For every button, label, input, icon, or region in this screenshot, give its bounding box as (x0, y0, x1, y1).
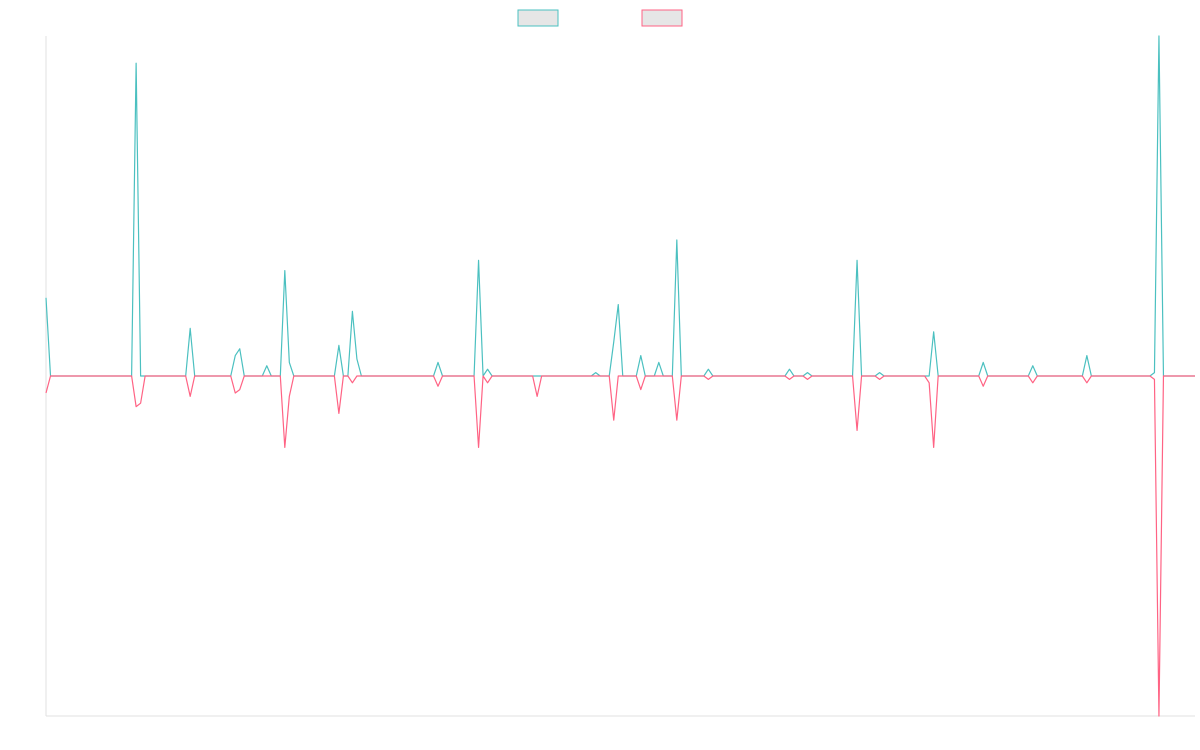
series-line (45, 375, 1195, 717)
series-line (45, 35, 1195, 377)
legend-swatch (641, 9, 683, 27)
legend-swatch (517, 9, 559, 27)
